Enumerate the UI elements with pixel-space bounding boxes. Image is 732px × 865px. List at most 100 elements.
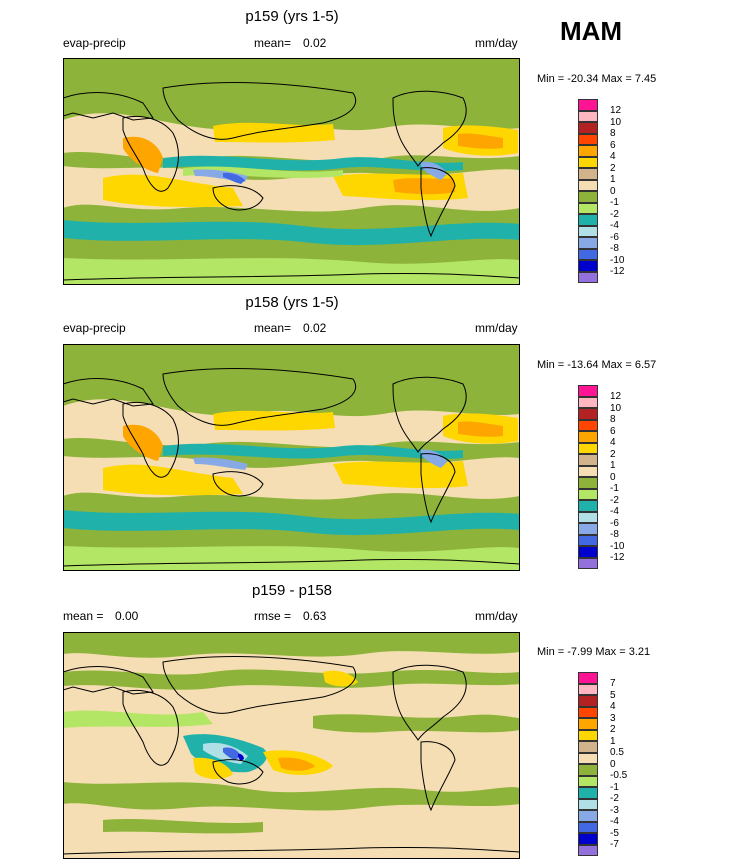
colorbar-tick-label: -2 bbox=[610, 793, 619, 804]
colorbar-tick-label: -8 bbox=[610, 529, 619, 540]
colorbar-tick-label: 2 bbox=[610, 448, 616, 460]
colorbar-swatch bbox=[578, 156, 598, 168]
colorbar-swatch bbox=[578, 810, 598, 822]
panel-3-rmse-value: 0.63 bbox=[303, 609, 327, 623]
colorbar-swatch bbox=[578, 821, 598, 833]
colorbar-tick-label: -2 bbox=[610, 494, 619, 506]
colorbar-tick-label: -12 bbox=[610, 266, 625, 277]
colorbar-tick-label: -6 bbox=[610, 231, 619, 243]
colorbar-swatch bbox=[578, 248, 598, 260]
season-label: MAM bbox=[560, 16, 623, 46]
colorbar-swatch bbox=[578, 408, 598, 420]
panel-1-map bbox=[63, 58, 520, 285]
panel-1-units: mm/day bbox=[475, 36, 518, 50]
colorbar-swatch bbox=[578, 110, 598, 122]
colorbar-tick-label: -1 bbox=[610, 781, 619, 793]
colorbar-tick-label: -6 bbox=[610, 517, 619, 529]
panel-3-title: p159 - p158 bbox=[251, 582, 333, 599]
colorbar-tick-label: 10 bbox=[610, 402, 622, 414]
colorbar-swatch bbox=[578, 419, 598, 431]
colorbar-swatch bbox=[578, 237, 598, 249]
panel-3-units: mm/day bbox=[475, 609, 518, 623]
panel-3-rmse-label: rmse = bbox=[254, 609, 292, 623]
colorbar-swatch bbox=[578, 844, 598, 856]
colorbar-swatch bbox=[578, 99, 598, 111]
colorbar-tick-label: 8 bbox=[610, 128, 616, 139]
colorbar-swatch bbox=[578, 179, 598, 191]
colorbar-swatch bbox=[578, 385, 598, 397]
colorbar-swatch bbox=[578, 214, 598, 226]
colorbar-tick-label: -0.5 bbox=[610, 770, 628, 781]
colorbar-tick-label: 6 bbox=[610, 139, 616, 151]
colorbar-tick-label: 3 bbox=[610, 712, 616, 724]
colorbar-swatch bbox=[578, 833, 598, 845]
colorbar-swatch bbox=[578, 729, 598, 741]
panel-3-mean-label: mean = bbox=[63, 609, 104, 623]
colorbar-tick-label: 6 bbox=[610, 425, 616, 437]
colorbar-swatch bbox=[578, 752, 598, 764]
colorbar-tick-label: 8 bbox=[610, 414, 616, 425]
colorbar-swatch bbox=[578, 511, 598, 523]
panel-2-mean-label: mean= bbox=[254, 321, 292, 335]
panel-2-minmax: Min = -13.64 Max = 6.57 bbox=[537, 359, 657, 371]
colorbar-tick-label: -4 bbox=[610, 220, 619, 231]
colorbar-swatch bbox=[578, 546, 598, 558]
colorbar-tick-label: 4 bbox=[610, 701, 616, 712]
panel-1-title: p159 (yrs 1-5) bbox=[245, 8, 339, 25]
colorbar-swatch bbox=[578, 672, 598, 684]
colorbar-swatch bbox=[578, 764, 598, 776]
colorbar-tick-label: 5 bbox=[610, 689, 616, 701]
colorbar-swatch bbox=[578, 396, 598, 408]
colorbar-swatch bbox=[578, 534, 598, 546]
colorbar-swatch bbox=[578, 775, 598, 787]
colorbar-tick-label: 12 bbox=[610, 391, 622, 402]
colorbar-tick-label: -1 bbox=[610, 197, 619, 208]
colorbar-swatch bbox=[578, 718, 598, 730]
colorbar-swatch bbox=[578, 683, 598, 695]
colorbar-tick-label: 4 bbox=[610, 151, 616, 162]
colorbar-swatch bbox=[578, 122, 598, 134]
colorbar-tick-label: -2 bbox=[610, 208, 619, 220]
colorbar-tick-label: 2 bbox=[610, 162, 616, 174]
panel-2-mean-value: 0.02 bbox=[303, 321, 327, 335]
colorbar-swatch bbox=[578, 798, 598, 810]
colorbar-swatch bbox=[578, 225, 598, 237]
colorbar-tick-label: 7 bbox=[610, 678, 616, 689]
panel-3-mean-value: 0.00 bbox=[115, 609, 139, 623]
colorbar-swatch bbox=[578, 741, 598, 753]
colorbar-swatch bbox=[578, 168, 598, 180]
colorbar-swatch bbox=[578, 202, 598, 214]
panel-2-map bbox=[63, 344, 520, 571]
colorbar-swatch bbox=[578, 465, 598, 477]
colorbar-swatch bbox=[578, 133, 598, 145]
colorbar-swatch bbox=[578, 442, 598, 454]
panel-3-map bbox=[63, 632, 520, 859]
panel-1-minmax: Min = -20.34 Max = 7.45 bbox=[537, 73, 657, 85]
colorbar-tick-label: 0 bbox=[610, 185, 616, 197]
colorbar-tick-label: -4 bbox=[610, 816, 619, 827]
colorbar-tick-label: -8 bbox=[610, 243, 619, 254]
colorbar-swatch bbox=[578, 500, 598, 512]
colorbar-tick-label: -7 bbox=[610, 839, 619, 850]
panel-1-mean-value: 0.02 bbox=[303, 36, 327, 50]
colorbar-tick-label: 1 bbox=[610, 460, 616, 471]
panel-2-units: mm/day bbox=[475, 321, 518, 335]
colorbar-swatch bbox=[578, 191, 598, 203]
panel-1-variable: evap-precip bbox=[63, 36, 126, 50]
colorbar-swatch bbox=[578, 271, 598, 283]
colorbar-swatch bbox=[578, 523, 598, 535]
colorbar-swatch bbox=[578, 706, 598, 718]
colorbar-tick-label: 2 bbox=[610, 724, 616, 735]
colorbar-swatch bbox=[578, 695, 598, 707]
panel-3-minmax: Min = -7.99 Max = 3.21 bbox=[537, 646, 651, 658]
colorbar-tick-label: -5 bbox=[610, 827, 619, 839]
colorbar-tick-label: 10 bbox=[610, 116, 622, 128]
colorbar-tick-label: -10 bbox=[610, 254, 625, 266]
panel-1-mean-label: mean= bbox=[254, 36, 292, 50]
colorbar-swatch bbox=[578, 787, 598, 799]
colorbar-tick-label: 12 bbox=[610, 105, 622, 116]
colorbar-tick-label: 1 bbox=[610, 735, 616, 747]
colorbar-tick-label: 0 bbox=[610, 758, 616, 770]
colorbar-tick-label: -1 bbox=[610, 483, 619, 494]
colorbar-tick-label: -10 bbox=[610, 540, 625, 552]
